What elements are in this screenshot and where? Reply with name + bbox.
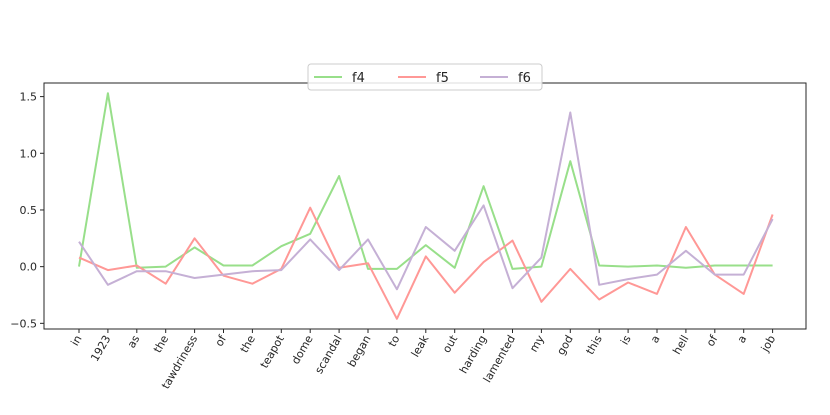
series-line-f4 <box>78 92 773 270</box>
y-tick-label: 0.5 <box>20 204 38 217</box>
y-tick-label: 1.5 <box>20 91 38 104</box>
y-tick-label: 0.0 <box>20 261 38 274</box>
y-tick-label: 1.0 <box>20 147 38 160</box>
series-lines <box>78 92 774 320</box>
legend-label-f4: f4 <box>352 71 365 86</box>
legend: f4 f5 f6 <box>307 63 543 91</box>
series-line-f6 <box>78 111 774 291</box>
legend-label-f5: f5 <box>436 71 449 86</box>
legend-label-f6: f6 <box>518 71 531 86</box>
y-tick-label: −0.5 <box>10 317 37 330</box>
series-line-f5 <box>78 206 774 320</box>
y-axis: 1.5 1.0 0.5 0.0 −0.5 <box>10 91 44 330</box>
x-tick-label: as <box>125 333 143 351</box>
